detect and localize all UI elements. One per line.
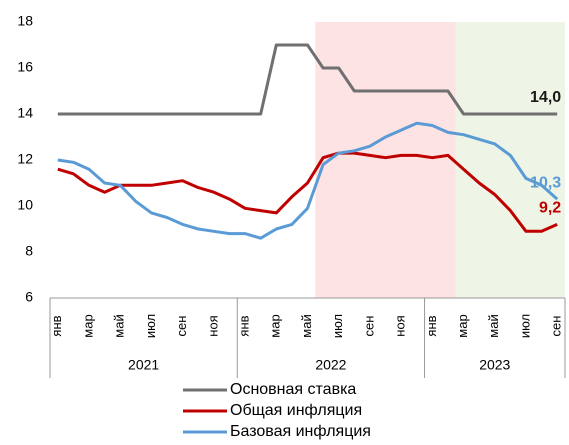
y-tick-label: 14 (17, 105, 33, 121)
group-label: 2021 (128, 357, 159, 373)
end-label: 9,2 (539, 200, 561, 217)
x-tick-label: сен (549, 316, 564, 337)
y-tick-label: 6 (25, 289, 33, 305)
x-tick-label: мар (80, 314, 95, 337)
y-tick-label: 18 (17, 13, 33, 29)
legend-label: Общая инфляция (230, 402, 362, 419)
x-tick-label: май (112, 314, 127, 337)
series-line (57, 121, 559, 240)
y-tick-label: 10 (17, 197, 33, 213)
x-tick-label: янв (424, 315, 439, 336)
x-tick-label: июл (143, 314, 158, 338)
legend-label: Основная ставка (230, 381, 356, 398)
x-tick-label: сен (174, 316, 189, 337)
y-tick-label: 8 (25, 243, 33, 259)
y-tick-label: 16 (17, 59, 33, 75)
x-tick-label: янв (49, 315, 64, 336)
x-tick-label: май (486, 314, 501, 337)
x-tick-label: ноя (205, 315, 220, 336)
y-tick-label: 12 (17, 151, 33, 167)
x-tick-label: сен (361, 316, 376, 337)
x-tick-label: янв (237, 315, 252, 336)
x-tick-label: июл (330, 314, 345, 338)
x-tick-label: мар (268, 314, 283, 337)
x-tick-label: май (299, 314, 314, 337)
x-tick-label: ноя (393, 315, 408, 336)
legend-label: Базовая инфляция (230, 423, 371, 440)
shaded-region (315, 22, 456, 298)
group-label: 2023 (479, 357, 510, 373)
series-line (57, 43, 558, 116)
x-tick-label: июл (517, 314, 532, 338)
group-label: 2022 (315, 357, 346, 373)
end-label: 10,3 (530, 174, 561, 191)
end-label: 14,0 (530, 89, 561, 106)
shaded-region (455, 22, 565, 298)
series-line (57, 151, 558, 233)
x-tick-label: мар (455, 314, 470, 337)
